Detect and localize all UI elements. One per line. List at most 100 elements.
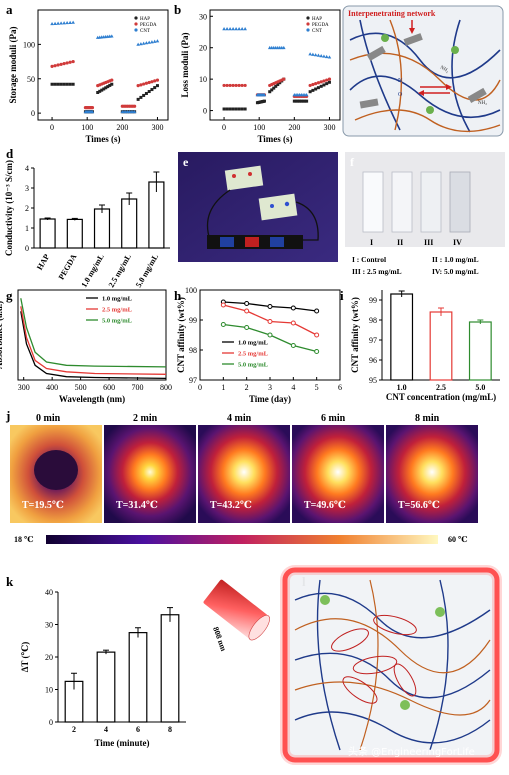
data-point-hap	[108, 83, 112, 87]
data-point-hap	[150, 88, 154, 92]
data-point	[314, 332, 320, 338]
data-point-hap	[299, 99, 303, 103]
y-tick-label: 4	[25, 164, 29, 173]
x-tick-label: 500	[75, 383, 87, 392]
y-tick-label: 97	[189, 376, 197, 385]
data-point-hap	[98, 89, 102, 93]
x-axis-label: Time (day)	[249, 394, 291, 404]
chart-d-conductivity: 0 1 2 3 4 HAP PEGDA 1.0 mg/mL 2.5 mg/mL 5.0 mg/mL…	[4, 160, 170, 289]
series-line	[223, 323, 317, 353]
data-point-hap	[262, 99, 266, 103]
data-point-hap	[327, 80, 331, 84]
f-legend-2: II : 1.0 mg/mL	[432, 255, 479, 264]
panel-label-j: j	[5, 408, 10, 423]
j-temp-0: T=19.5℃	[22, 500, 64, 511]
data-point-hap	[305, 99, 309, 103]
data-point-pegda	[110, 78, 114, 82]
x-axis-label: Wavelength (nm)	[59, 394, 125, 404]
j-time-4: 8 min	[415, 413, 440, 424]
legend-marker	[134, 16, 138, 20]
data-point-pegda	[282, 77, 286, 81]
data-point-cnt	[144, 41, 149, 45]
y-tick-label: 10	[45, 686, 53, 695]
data-point-hap	[102, 87, 106, 91]
data-point	[314, 308, 320, 314]
data-point-hap	[316, 86, 320, 90]
legend-label: 1.0 mg/mL	[238, 340, 269, 347]
data-point-hap	[222, 107, 226, 111]
data-point	[244, 308, 250, 314]
data-point-pegda	[231, 83, 235, 88]
j-time-1: 2 min	[133, 413, 158, 424]
data-point-hap	[104, 86, 108, 90]
panel-j-thermal-images: 0 min 2 min 4 min 6 min 8 min T=19.5℃ T=…	[10, 413, 478, 544]
panel-label-b: b	[174, 2, 181, 17]
data-point-hap	[270, 88, 274, 92]
plot-frame	[209, 9, 341, 121]
x-axis-label: CNT concentration (mg/mL)	[386, 392, 496, 402]
data-point	[290, 305, 296, 311]
y-tick-label: 0	[203, 107, 207, 116]
data-point-hap	[147, 90, 151, 94]
panel-f-vials: f I II III IV I : Control II : 1.0 mg/mL…	[345, 152, 505, 276]
y-tick-label: 3	[25, 184, 29, 193]
data-point	[267, 304, 273, 309]
x-axis-label: Times (s)	[85, 134, 120, 144]
svg-text:N: N	[398, 78, 403, 84]
vial-label-3: III	[424, 238, 433, 247]
data-point-hap	[144, 91, 148, 95]
y-tick-label: 20	[45, 653, 53, 662]
legend-label: CNT	[312, 29, 322, 34]
data-point-hap	[311, 88, 315, 92]
data-point-hap	[62, 82, 66, 86]
j-temp-1: T=31.4℃	[116, 500, 158, 511]
panel-label-a: a	[6, 2, 13, 17]
data-point-cnt	[231, 27, 235, 31]
y-tick-label: 100	[185, 286, 197, 295]
x-tick-label: 1.0	[397, 383, 407, 392]
data-point-hap	[106, 85, 110, 89]
legend-marker	[134, 22, 138, 26]
data-point-pegda	[237, 83, 241, 88]
data-point	[220, 302, 226, 308]
data-point-hap	[59, 82, 63, 86]
c-nh2-label-2: NH₂	[439, 65, 449, 74]
data-point-hap	[298, 99, 302, 103]
x-tick-label: 6	[136, 725, 140, 734]
y-tick-label: 98	[189, 346, 197, 355]
data-point-pegda	[153, 79, 157, 83]
color-scale-bar	[46, 535, 438, 544]
data-point	[244, 325, 250, 330]
x-tick-label: HAP	[35, 252, 51, 271]
data-point-cnt	[56, 21, 60, 25]
vial-label-4: IV	[453, 238, 462, 247]
data-point	[220, 322, 226, 327]
data-point-cnt	[50, 21, 54, 26]
data-point-pegda	[65, 61, 69, 65]
j-temp-4: T=56.6℃	[398, 500, 440, 511]
data-point	[290, 343, 296, 348]
data-point-hap	[68, 82, 72, 86]
bar	[93, 208, 111, 249]
bar	[128, 632, 148, 723]
data-point-cnt	[141, 41, 146, 45]
panel-label-d: d	[6, 146, 14, 161]
panel-label-f: f	[350, 155, 355, 169]
data-point-cnt	[71, 20, 75, 24]
y-tick-label: 40	[45, 588, 53, 597]
data-point-cnt	[62, 21, 66, 25]
j-temp-2: T=43.2℃	[210, 500, 252, 511]
data-point-pegda	[139, 83, 143, 87]
data-point-cnt	[316, 53, 321, 57]
data-point-cnt	[237, 27, 241, 31]
legend-label: 2.5 mg/mL	[238, 351, 269, 358]
data-point-cnt	[322, 54, 326, 58]
data-point-pegda	[90, 106, 95, 110]
data-point-pegda	[144, 81, 149, 85]
x-tick-label: 6	[338, 383, 342, 392]
x-tick-label: 5	[315, 383, 319, 392]
bar	[96, 651, 116, 723]
data-point-cnt	[243, 27, 247, 31]
